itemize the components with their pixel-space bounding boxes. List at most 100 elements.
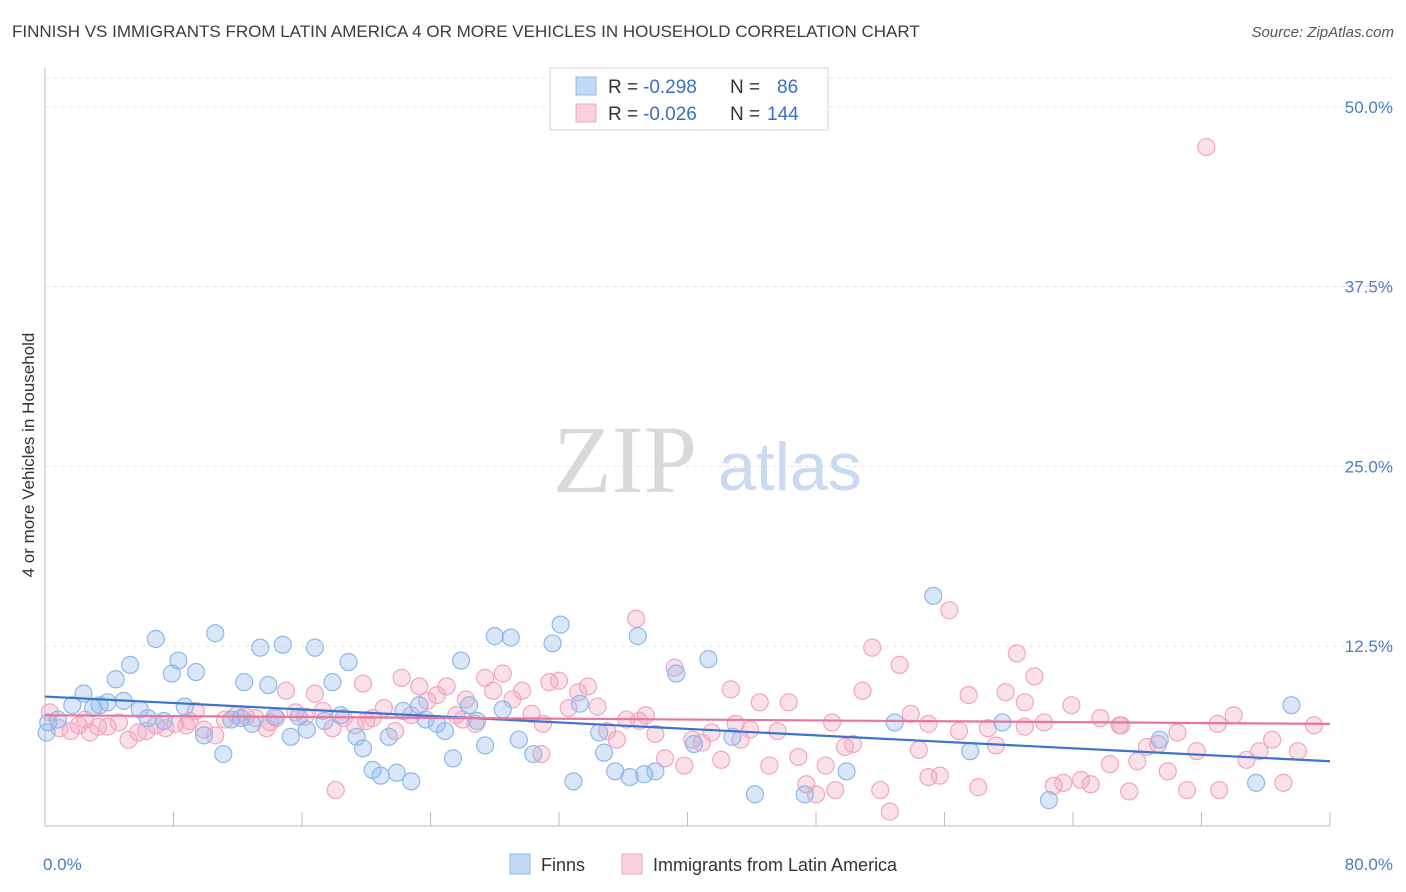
finns-point-68 [635, 765, 654, 784]
immigrants-point-129 [1288, 742, 1307, 761]
immigrants-point-121 [1187, 742, 1206, 761]
finns-point-16 [175, 697, 194, 716]
immigrants-trend-line [44, 714, 1331, 725]
watermark-atlas: atlas [718, 429, 862, 505]
finns-point-79 [961, 742, 980, 761]
immigrants-point-58 [588, 697, 607, 716]
finns-point-78 [924, 586, 943, 605]
finns-point-70 [667, 664, 686, 683]
legend: R = -0.298 N = 86 R = -0.026 N = 144 [549, 67, 829, 131]
finns-point-38 [353, 739, 373, 758]
finns-point-7 [106, 670, 125, 689]
immigrants-point-72 [721, 680, 740, 699]
finns-point-50 [451, 651, 471, 670]
immigrants-point-141 [1112, 716, 1131, 735]
finns-point-67 [628, 627, 647, 646]
finns-point-63 [590, 723, 609, 742]
immigrants-point-123 [1210, 780, 1229, 800]
immigrants-point-78 [779, 693, 798, 712]
immigrants-point-96 [949, 721, 969, 741]
immigrants-point-18 [215, 710, 234, 729]
immigrants-point-109 [1071, 770, 1091, 790]
y-tick-label-0: 12.5% [1345, 637, 1393, 656]
immigrants-point-102 [1007, 644, 1026, 663]
immigrants-point-75 [750, 693, 769, 712]
finns-trend-line [44, 695, 1331, 763]
finns-points [37, 586, 1301, 810]
immigrants-point-92 [909, 740, 928, 759]
bottom-legend-swatch-finns [509, 853, 531, 875]
immigrants-point-60 [607, 730, 626, 749]
immigrants-point-62 [626, 609, 646, 628]
axes [44, 68, 1331, 827]
legend-r-value-0: -0.298 [643, 77, 697, 98]
finns-point-33 [315, 711, 334, 731]
y-tick-labels: 12.5% 25.0% 37.5% 50.0% [1345, 98, 1393, 656]
immigrants-point-55 [559, 698, 578, 718]
immigrants-point-127 [1263, 730, 1282, 749]
finns-point-26 [259, 675, 278, 695]
immigrants-point-12 [156, 719, 175, 738]
immigrants-point-79 [789, 747, 808, 767]
finns-point-62 [570, 694, 589, 713]
bottom-legend-swatch-immigrants [621, 853, 643, 875]
immigrants-point-65 [655, 749, 675, 768]
legend-swatch-finns [575, 76, 597, 96]
immigrants-point-111 [1091, 709, 1110, 728]
finns-point-12 [146, 629, 165, 649]
immigrants-point-132 [260, 713, 279, 732]
immigrants-point-90 [890, 655, 909, 674]
y-tick-label-3: 50.0% [1345, 98, 1393, 117]
immigrants-point-126 [1250, 742, 1269, 761]
finns-point-81 [1039, 791, 1059, 810]
finns-point-20 [214, 744, 233, 764]
immigrants-point-138 [822, 713, 842, 732]
finns-point-54 [485, 627, 504, 646]
finns-point-77 [885, 713, 904, 732]
x-tick-label-0: 0.0% [43, 855, 82, 874]
finns-point-84 [1282, 696, 1301, 715]
x-tick-label-1: 80.0% [1345, 855, 1393, 874]
immigrants-point-33 [353, 674, 373, 693]
finns-point-18 [194, 726, 214, 745]
immigrants-point-46 [476, 668, 495, 687]
immigrants-point-7 [109, 713, 128, 732]
legend-r-label-1: R = [608, 104, 638, 125]
immigrants-point-107 [1054, 773, 1073, 792]
finns-point-37 [347, 727, 366, 746]
finns-point-11 [138, 709, 157, 728]
finns-point-29 [281, 727, 300, 746]
finns-point-19 [206, 624, 225, 643]
immigrants-point-124 [1224, 706, 1243, 725]
finns-point-76 [837, 762, 856, 781]
finns-point-6 [98, 693, 117, 712]
immigrants-point-16 [194, 720, 214, 739]
chart-title: FINNISH VS IMMIGRANTS FROM LATIN AMERICA… [12, 22, 920, 41]
watermark-zip: ZIP [553, 406, 697, 513]
bottom-legend-label-immigrants: Immigrants from Latin America [653, 855, 898, 875]
legend-r-label-0: R = [608, 77, 638, 98]
finns-point-15 [169, 651, 188, 670]
finns-point-48 [435, 721, 455, 741]
immigrants-point-54 [549, 671, 569, 690]
finns-point-17 [186, 662, 206, 682]
finns-point-58 [524, 744, 543, 764]
immigrants-point-122 [1197, 137, 1216, 157]
immigrants-point-89 [880, 802, 899, 821]
immigrants-point-95 [940, 601, 959, 620]
finns-point-71 [684, 734, 704, 754]
legend-swatch-immigrants [575, 103, 597, 123]
immigrants-point-50 [512, 681, 532, 700]
finns-point-22 [231, 709, 251, 728]
finns-point-73 [723, 727, 742, 746]
legend-r-value-1: -0.026 [643, 104, 697, 125]
finns-point-82 [1150, 730, 1169, 749]
y-tick-label-2: 37.5% [1345, 278, 1393, 297]
immigrants-point-87 [863, 638, 882, 657]
immigrants-point-114 [1120, 782, 1139, 801]
immigrants-point-37 [392, 668, 411, 687]
immigrants-point-120 [1177, 780, 1197, 800]
immigrants-point-115 [1128, 752, 1147, 771]
finns-point-59 [543, 634, 562, 653]
